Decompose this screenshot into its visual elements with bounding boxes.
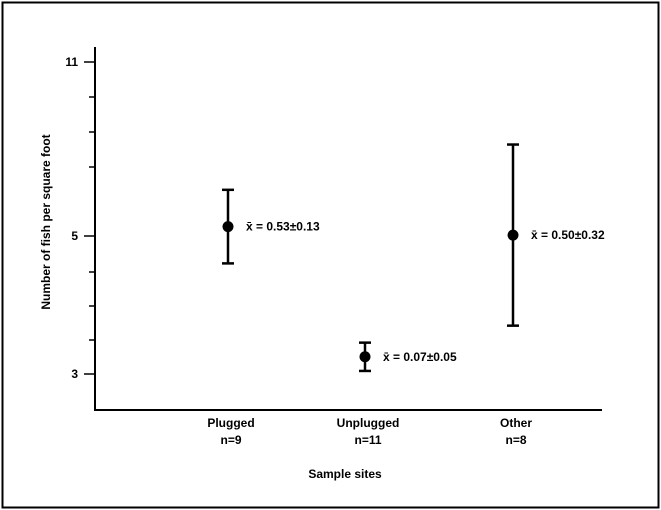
mean-label-plugged: x̄ = 0.53±0.13 bbox=[246, 220, 320, 234]
category-n-label-plugged: n=9 bbox=[220, 433, 241, 447]
y-axis-title: Number of fish per square foot bbox=[39, 134, 53, 309]
error-bar-group-other: x̄ = 0.50±0.32 bbox=[507, 143, 605, 327]
error-bar-group-plugged: x̄ = 0.53±0.13 bbox=[222, 188, 320, 265]
category-n-label-other: n=8 bbox=[505, 433, 526, 447]
y-tick-label-2: 3 bbox=[71, 367, 78, 381]
category-label-plugged: Plugged bbox=[207, 416, 254, 430]
mean-point-other bbox=[507, 229, 519, 241]
category-label-other: Other bbox=[500, 416, 532, 430]
y-tick-label-0: 11 bbox=[65, 55, 78, 69]
chart-marks: x̄ = 0.53±0.13 Plugged n=9 x̄ = 0.07±0.05 Un… bbox=[207, 143, 605, 447]
x-axis-title: Sample sites bbox=[308, 467, 382, 481]
y-axis-ticks: 11 5 3 bbox=[65, 55, 95, 381]
mean-label-unplugged: x̄ = 0.07±0.05 bbox=[383, 350, 457, 364]
mean-point-unplugged bbox=[359, 351, 371, 363]
error-bar-group-unplugged: x̄ = 0.07±0.05 bbox=[359, 341, 457, 373]
category-n-label-unplugged: n=11 bbox=[354, 433, 381, 447]
y-tick-label-1: 5 bbox=[71, 229, 78, 243]
mean-label-other: x̄ = 0.50±0.32 bbox=[531, 228, 605, 242]
category-label-unplugged: Unplugged bbox=[337, 416, 400, 430]
mean-point-plugged bbox=[222, 221, 234, 233]
